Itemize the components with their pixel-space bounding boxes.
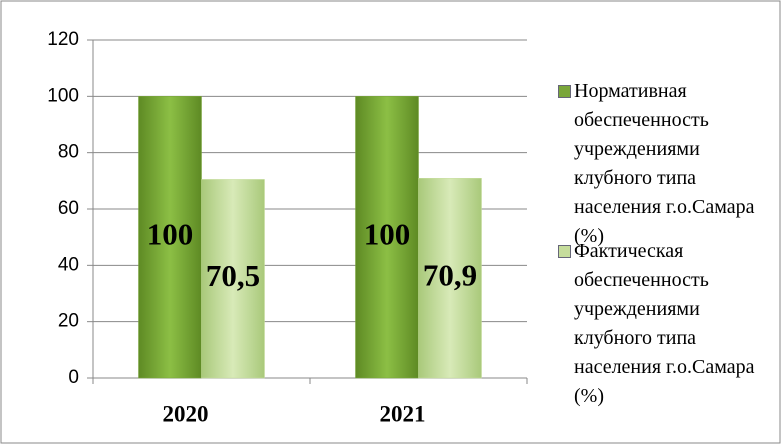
data-label: 70,5 (206, 258, 260, 293)
data-label: 100 (364, 216, 411, 251)
y-tick-label: 120 (47, 29, 79, 50)
data-label: 70,9 (423, 257, 477, 292)
bar (138, 96, 202, 379)
y-tick-label: 80 (58, 142, 79, 163)
y-tick-label: 60 (58, 198, 79, 219)
legend-swatch (558, 85, 571, 98)
bar (355, 96, 419, 379)
data-label: 100 (147, 216, 194, 251)
bar (418, 178, 482, 379)
y-tick-label: 20 (58, 311, 79, 332)
y-tick-label: 0 (68, 367, 79, 388)
legend-entry: Нормативная обеспеченность учреждениями … (558, 77, 774, 251)
legend-label: Фактическая обеспеченность учреждениями … (574, 240, 755, 407)
legend-entry: Фактическая обеспеченность учреждениями … (558, 237, 774, 411)
x-tick-label: 2020 (163, 401, 209, 426)
y-tick-label: 40 (58, 254, 79, 275)
y-tick-label: 100 (47, 85, 79, 106)
bar (201, 179, 265, 379)
legend-label: Нормативная обеспеченность учреждениями … (574, 80, 755, 247)
x-tick-label: 2021 (380, 401, 426, 426)
legend-swatch (558, 245, 571, 258)
